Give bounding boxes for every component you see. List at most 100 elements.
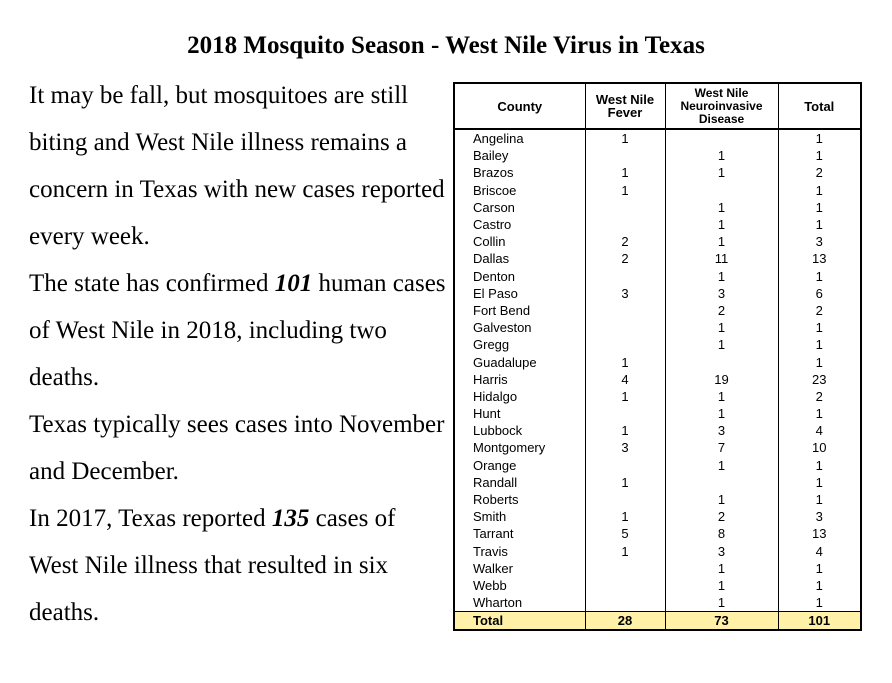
fever-cell <box>584 267 666 285</box>
table-row: Webb 1 1 <box>453 576 862 595</box>
neuro-cell: 7 <box>664 439 779 457</box>
county-cell: Fort Bend <box>453 301 586 320</box>
county-cell: Smith <box>453 508 586 526</box>
table-body: Angelina 1 1 Bailey 1 1 Brazos 1 1 2 Briscoe 1 1 Cars… <box>453 129 862 612</box>
fever-cell <box>584 215 666 234</box>
total-cell: 6 <box>777 284 862 302</box>
fever-cell <box>584 490 666 509</box>
page-title: 2018 Mosquito Season - West Nile Virus i… <box>187 32 705 59</box>
neuro-cell: 1 <box>664 319 779 337</box>
header-fever: West Nile Fever <box>584 82 666 130</box>
fever-cell: 1 <box>584 129 666 148</box>
neuro-cell: 1 <box>664 594 779 612</box>
county-cell: Travis <box>453 542 586 560</box>
county-cell: Tarrant <box>453 525 586 543</box>
table-row: Hunt 1 1 <box>453 405 862 423</box>
table-row: Guadalupe 1 1 <box>453 353 862 371</box>
total-cell: 1 <box>777 473 862 491</box>
county-table-container: County West Nile Fever West Nile Neuroin… <box>453 82 862 632</box>
table-row: Orange 1 1 <box>453 456 862 474</box>
neuro-cell: 3 <box>664 284 779 302</box>
fever-cell: 1 <box>584 473 666 491</box>
county-cell: Walker <box>453 559 586 577</box>
cases-2017-number: 135 <box>271 505 310 532</box>
neuro-cell <box>664 129 779 148</box>
header-neuro-line2: Neuroinvasive <box>680 98 763 113</box>
paragraph-confirmed-cases: The state has confirmed 101 human cases … <box>29 260 449 401</box>
county-cell: Roberts <box>453 490 586 509</box>
total-cell: 10 <box>777 439 862 457</box>
county-cell: Orange <box>453 456 586 474</box>
header-neuro-line1: West Nile <box>694 85 749 100</box>
county-cell: Lubbock <box>453 422 586 440</box>
total-cell: 3 <box>777 508 862 526</box>
table-row: Brazos 1 1 2 <box>453 164 862 182</box>
fever-cell <box>584 405 666 423</box>
confirmed-cases-number: 101 <box>274 270 313 297</box>
neuro-cell: 3 <box>664 422 779 440</box>
table-row: Carson 1 1 <box>453 198 862 216</box>
total-cell: 1 <box>777 490 862 509</box>
neuro-cell: 11 <box>664 250 779 268</box>
neuro-cell: 1 <box>664 164 779 182</box>
table-row: Galveston 1 1 <box>453 319 862 337</box>
total-cell: 1 <box>777 319 862 337</box>
table-row: Harris 4 19 23 <box>453 370 862 388</box>
neuro-cell: 1 <box>664 559 779 577</box>
fever-cell <box>584 576 666 595</box>
total-cell: 1 <box>777 198 862 216</box>
total-cell: 1 <box>777 215 862 234</box>
county-cell: Collin <box>453 233 586 251</box>
table-row: Angelina 1 1 <box>453 129 862 148</box>
neuro-cell: 1 <box>664 198 779 216</box>
county-cell: Castro <box>453 215 586 234</box>
total-cell: 1 <box>777 353 862 371</box>
county-cell: Hidalgo <box>453 387 586 405</box>
total-cell: 1 <box>777 181 862 199</box>
table-row: Randall 1 1 <box>453 473 862 491</box>
total-cell: 13 <box>777 250 862 268</box>
paragraph-2017: In 2017, Texas reported 135 cases of Wes… <box>29 495 449 636</box>
total-cell: 23 <box>777 370 862 388</box>
neuro-cell: 1 <box>664 576 779 595</box>
county-cell: Carson <box>453 198 586 216</box>
fever-cell: 1 <box>584 542 666 560</box>
header-county: County <box>453 82 586 130</box>
table-row: Collin 2 1 3 <box>453 233 862 251</box>
county-cell: Galveston <box>453 319 586 337</box>
fever-cell <box>584 336 666 354</box>
table-row: Travis 1 3 4 <box>453 542 862 560</box>
neuro-cell: 1 <box>664 233 779 251</box>
fever-cell <box>584 594 666 612</box>
total-cell: 4 <box>777 542 862 560</box>
fever-cell: 2 <box>584 233 666 251</box>
total-cell: 2 <box>777 164 862 182</box>
neuro-cell: 3 <box>664 542 779 560</box>
fever-cell <box>584 559 666 577</box>
total-fever: 28 <box>584 611 666 632</box>
table-row: Gregg 1 1 <box>453 336 862 354</box>
neuro-cell: 1 <box>664 405 779 423</box>
fever-cell <box>584 147 666 165</box>
table-total-row: Total 28 73 101 <box>453 611 862 632</box>
table-row: Smith 1 2 3 <box>453 508 862 526</box>
table-row: Montgomery 3 7 10 <box>453 439 862 457</box>
total-cell: 1 <box>777 267 862 285</box>
table-header-row: County West Nile Fever West Nile Neuroin… <box>453 82 862 130</box>
total-cell: 1 <box>777 456 862 474</box>
fever-cell: 1 <box>584 422 666 440</box>
county-cell: Montgomery <box>453 439 586 457</box>
total-cell: 1 <box>777 576 862 595</box>
fever-cell: 2 <box>584 250 666 268</box>
fever-cell: 1 <box>584 181 666 199</box>
county-cases-table: County West Nile Fever West Nile Neuroin… <box>453 82 862 632</box>
total-cell: 13 <box>777 525 862 543</box>
fever-cell: 5 <box>584 525 666 543</box>
county-cell: Angelina <box>453 129 586 148</box>
table-row: Lubbock 1 3 4 <box>453 422 862 440</box>
paragraph-2017-after: cases of West Nile illness that resulted… <box>29 505 396 626</box>
county-cell: Webb <box>453 576 586 595</box>
neuro-cell: 1 <box>664 456 779 474</box>
county-cell: Brazos <box>453 164 586 182</box>
table-row: Hidalgo 1 1 2 <box>453 387 862 405</box>
